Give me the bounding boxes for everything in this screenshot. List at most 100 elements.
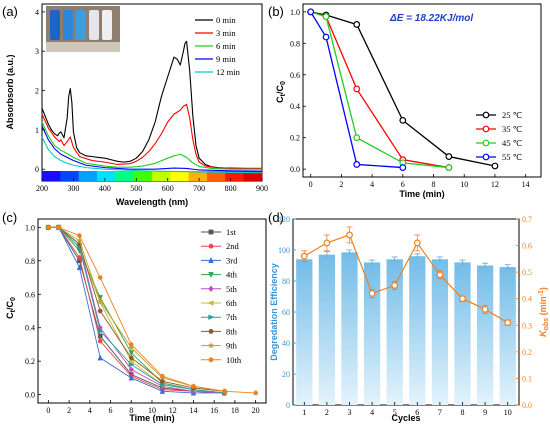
y-tick-label-4: 0.8 (25, 257, 35, 266)
y-tick-label-0: 0.0 (25, 391, 35, 400)
legend-marker-c-1 (208, 243, 214, 249)
y-tick-label-3: 0.6 (25, 290, 35, 299)
legend-marker-c-6 (208, 314, 215, 320)
y-tick-label-d-1: 20 (282, 370, 290, 379)
point-b-3-2 (353, 161, 361, 168)
x-axis-label-d: Cycles (391, 413, 420, 423)
point-c-2-2 (76, 264, 83, 271)
series-line-a-4 (41, 136, 263, 174)
series-line-a-1 (41, 103, 262, 169)
x-tick-label-4: 8 (432, 180, 436, 189)
series-line-a-0 (41, 40, 262, 169)
panel-label-a: (a) (2, 4, 18, 19)
point-c-9-5 (160, 373, 165, 379)
y-tick-label-d-5: 100 (278, 246, 290, 255)
series-line-c-6 (48, 226, 225, 394)
point-b-2-2 (353, 134, 361, 142)
legend-a: 0 min 3 min 6 min 9 min 12 min (195, 15, 241, 77)
x-tick-label-d-4: 5 (393, 408, 397, 417)
y-tick-label-5: 1.0 (25, 223, 35, 232)
x-tick-label-1: 300 (67, 184, 79, 193)
x-tick-label-2: 4 (88, 406, 92, 415)
x-tick-label-0: 0 (46, 406, 50, 415)
x-tick-label-d-3: 4 (370, 408, 374, 417)
legend-label-a-3: 9 min (216, 54, 236, 64)
point-c-9-4 (128, 342, 134, 347)
y2-tick-label-d-4: 0.4 (522, 295, 532, 304)
y-tick-label-1: 1 (35, 126, 39, 135)
point-c-3-4 (128, 350, 134, 357)
y-tick-label-3: 3 (35, 47, 39, 56)
point-c-9-1 (56, 225, 62, 230)
kobs-point-1 (323, 239, 331, 247)
x-tick-label-d-7: 8 (461, 408, 465, 417)
x-tick-label-3: 6 (109, 406, 113, 415)
bar-d-7 (454, 262, 471, 405)
series-line-a-3 (41, 125, 263, 172)
legend-label-a-2: 6 min (216, 41, 236, 51)
y-tick-label-0: 0.0 (290, 165, 300, 174)
kobs-line-d (300, 226, 512, 327)
x-axis-label-b: Time (min) (399, 189, 444, 199)
point-c-0-3 (97, 333, 103, 339)
panel-b: (b) 0 2 4 6 8 10 12 14 0.0 0.2 0.4 0.6 0.8 1.0 ΔE = 1… (268, 3, 542, 199)
bar-d-9 (499, 267, 516, 405)
legend-label-a-4: 12 min (216, 67, 241, 77)
panel-label-c: (c) (2, 210, 17, 225)
legend-b: 25 ℃ 35 ℃ 45 ℃ 55 ℃ (476, 110, 523, 162)
legend-marker-c-7 (208, 329, 214, 334)
legend-label-c-0: 1st (226, 227, 237, 237)
point-c-6-3 (97, 328, 104, 334)
x-tick-label-0: 200 (36, 184, 48, 193)
point-c-7-4 (128, 355, 134, 361)
kobs-point-6 (436, 271, 444, 279)
kobs-point-3 (368, 290, 376, 297)
point-b-0-5 (491, 162, 499, 170)
vials-photo (46, 6, 120, 52)
kobs-point-7 (459, 295, 466, 303)
kobs-point-2 (346, 231, 353, 239)
legend-marker-c-2 (208, 256, 214, 264)
bar-d-2 (341, 252, 358, 405)
point-c-6-4 (128, 361, 135, 368)
legend-marker-c-4 (208, 285, 214, 293)
spectrum-segment-2 (78, 171, 98, 181)
legend-label-c-2: 3rd (226, 255, 238, 265)
spectrum-segment-7 (170, 171, 189, 181)
legend-marker-b-2 (482, 139, 490, 147)
point-c-4-4 (128, 366, 134, 373)
bar-d-6 (431, 259, 449, 405)
y-tick-label-2: 0.4 (25, 324, 35, 333)
x-tick-label-2: 400 (99, 184, 111, 193)
axis-ticks-c: 0 2 4 6 8 10 12 14 16 18 20 0.0 0.2 0.4 0.6 0.8 1.0 (25, 223, 260, 415)
legend-marker-c-0 (208, 229, 214, 235)
point-c-1-2 (77, 255, 82, 260)
legend-label-b-2: 45 ℃ (502, 138, 523, 148)
spectrum-segment-4 (115, 171, 134, 181)
legend-marker-b-3 (482, 153, 490, 161)
y2-tick-label-d-3: 0.3 (522, 321, 532, 330)
series-line-b-3 (310, 11, 403, 169)
y-tick-label-d-6: 120 (278, 215, 290, 224)
plot-frame-b (302, 3, 542, 178)
legend-label-c-7: 8th (226, 326, 238, 336)
axis-ticks-d: 1 2 3 4 5 6 7 8 9 100204060801001200.00.10.20.30.… (278, 215, 532, 417)
legend-label-b-1: 35 ℃ (502, 124, 523, 134)
x-tick-label-5: 10 (460, 180, 468, 189)
x-tick-label-d-5: 6 (415, 408, 419, 417)
legend-marker-c-9 (208, 357, 214, 363)
y2-tick-label-d-6: 0.6 (522, 242, 532, 251)
x-tick-label-8: 16 (210, 406, 218, 415)
bars-d (296, 249, 516, 405)
y-axis-label-d: Degredation Efficiency (269, 263, 279, 361)
spectrum-segment-1 (60, 171, 79, 181)
kobs-point-0 (300, 252, 308, 260)
y-tick-label-0: 0 (35, 165, 39, 174)
x-axis-label-c: Time (min) (129, 413, 174, 423)
point-b-3-1 (322, 33, 330, 41)
y-tick-label-d-0: 0 (286, 401, 290, 410)
x-tick-label-6: 12 (491, 180, 499, 189)
bar-d-0 (296, 259, 313, 405)
point-c-7-3 (97, 308, 103, 314)
